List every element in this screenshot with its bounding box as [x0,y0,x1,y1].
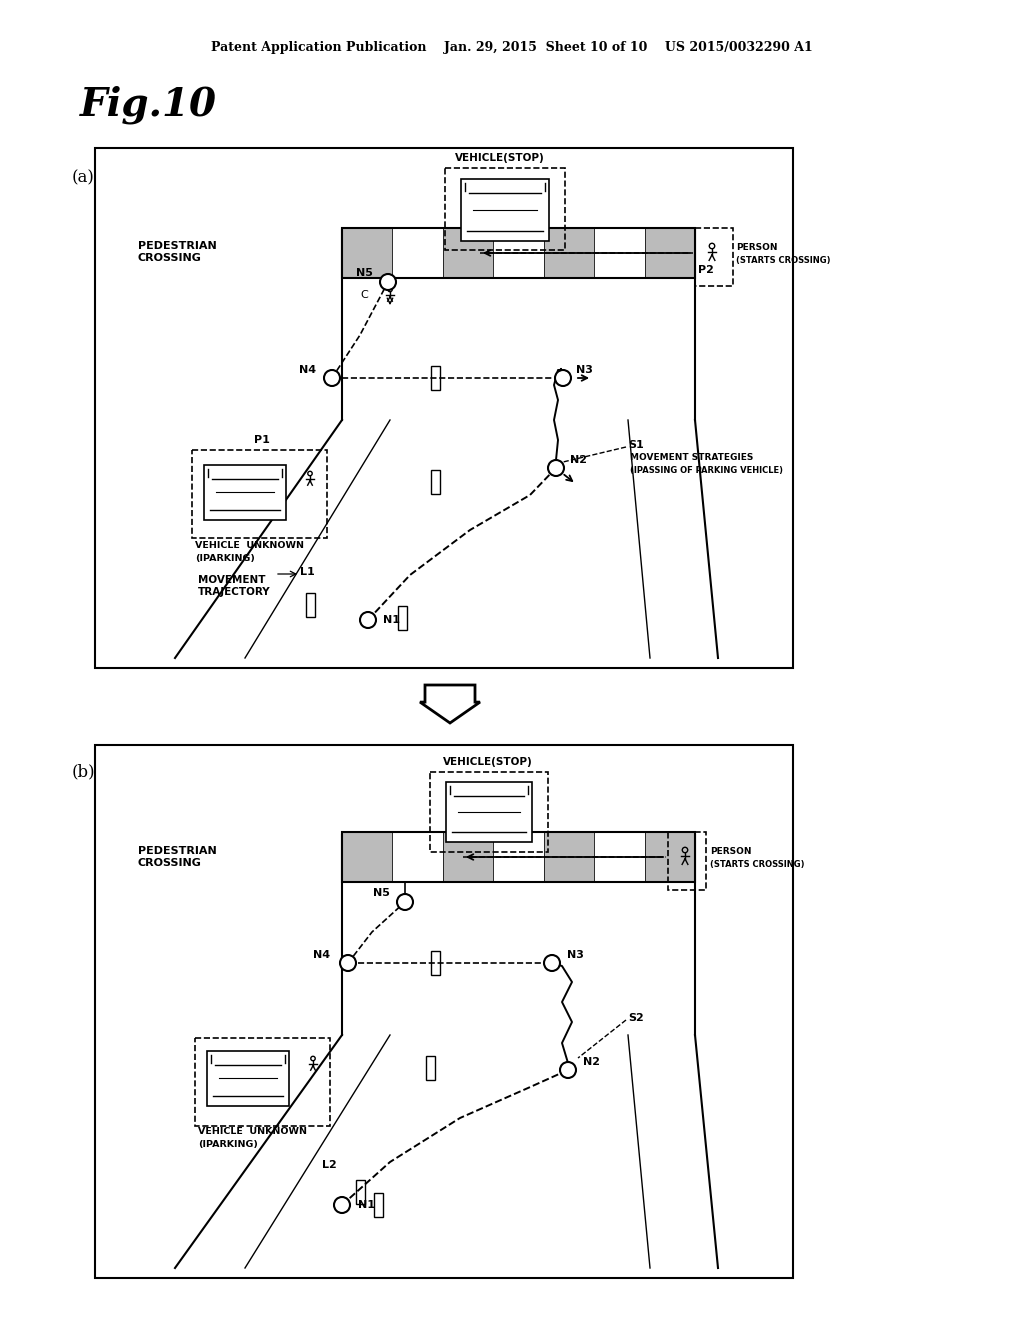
Bar [430,366,439,389]
Text: (STARTS CROSSING): (STARTS CROSSING) [710,859,805,869]
Polygon shape [100,832,342,882]
Text: N2: N2 [570,455,587,465]
Bar [193,450,327,539]
Text: Patent Application Publication    Jan. 29, 2015  Sheet 10 of 10    US 2015/00322: Patent Application Publication Jan. 29, … [211,41,813,54]
Circle shape [360,612,376,628]
Text: N3: N3 [575,366,593,375]
Bar [446,781,532,842]
Text: N1: N1 [383,615,400,624]
Bar [374,1193,383,1217]
Bar [342,228,695,279]
Text: L1: L1 [300,568,314,577]
Bar [342,832,392,882]
Text: MOVEMENT
TRAJECTORY: MOVEMENT TRAJECTORY [198,574,270,597]
Text: N5: N5 [356,268,373,279]
Circle shape [548,459,564,477]
Circle shape [560,1063,575,1078]
Text: P1: P1 [254,436,270,445]
Bar [668,832,706,890]
Circle shape [555,370,571,385]
Circle shape [380,275,396,290]
Bar [392,228,442,279]
Bar [594,228,644,279]
Bar [494,832,544,882]
Bar [426,1056,434,1080]
Text: N2: N2 [583,1057,600,1067]
Bar [305,593,314,616]
Text: (IPARKING): (IPARKING) [198,1139,258,1148]
Bar [544,832,594,882]
Text: VEHICLE(STOP): VEHICLE(STOP) [455,153,545,162]
Bar [695,228,733,286]
Bar [207,1051,289,1106]
Text: PEDESTRIAN
CROSSING: PEDESTRIAN CROSSING [138,846,217,869]
Text: P2: P2 [698,265,714,275]
Bar [544,228,594,279]
Bar [494,228,544,279]
Bar [397,606,407,630]
Bar [95,744,793,1278]
Text: (STARTS CROSSING): (STARTS CROSSING) [736,256,830,264]
Text: S1: S1 [628,440,644,450]
Bar [644,832,695,882]
Bar [204,465,286,520]
Text: L2: L2 [322,1160,337,1170]
Text: Fig.10: Fig.10 [80,86,217,124]
Bar [355,1180,365,1204]
Text: (IPASSING OF PARKING VEHICLE): (IPASSING OF PARKING VEHICLE) [630,466,783,474]
Text: N3: N3 [567,950,584,960]
Bar [342,228,392,279]
Text: (IPARKING): (IPARKING) [195,553,255,562]
Text: (a): (a) [72,169,95,186]
Bar [342,832,695,882]
Text: N4: N4 [299,366,316,375]
Bar [430,950,439,975]
Text: PERSON: PERSON [736,243,777,252]
Circle shape [544,954,560,972]
Bar [430,470,439,494]
Circle shape [397,894,413,909]
Text: N5: N5 [373,888,390,898]
Bar [442,228,494,279]
Circle shape [324,370,340,385]
Bar [594,832,644,882]
Polygon shape [420,685,480,723]
Text: (b): (b) [72,763,95,780]
Bar [392,832,442,882]
Text: N4: N4 [313,950,330,960]
Bar [442,832,494,882]
Bar [644,228,695,279]
Bar [95,148,793,668]
Text: PERSON: PERSON [710,847,752,857]
Text: N1: N1 [358,1200,375,1210]
Circle shape [340,954,356,972]
Bar [461,180,549,242]
Bar [195,1038,330,1126]
Bar [430,772,548,851]
Text: PEDESTRIAN
CROSSING: PEDESTRIAN CROSSING [138,240,217,263]
Text: MOVEMENT STRATEGIES: MOVEMENT STRATEGIES [630,454,754,462]
Circle shape [334,1197,350,1213]
Text: C: C [360,290,368,300]
Text: S2: S2 [628,1012,644,1023]
Text: VEHICLE(STOP): VEHICLE(STOP) [443,756,532,767]
Text: VEHICLE  UNKNOWN: VEHICLE UNKNOWN [198,1127,307,1137]
Text: VEHICLE  UNKNOWN: VEHICLE UNKNOWN [195,541,304,550]
Polygon shape [100,228,342,279]
Bar [445,168,565,249]
